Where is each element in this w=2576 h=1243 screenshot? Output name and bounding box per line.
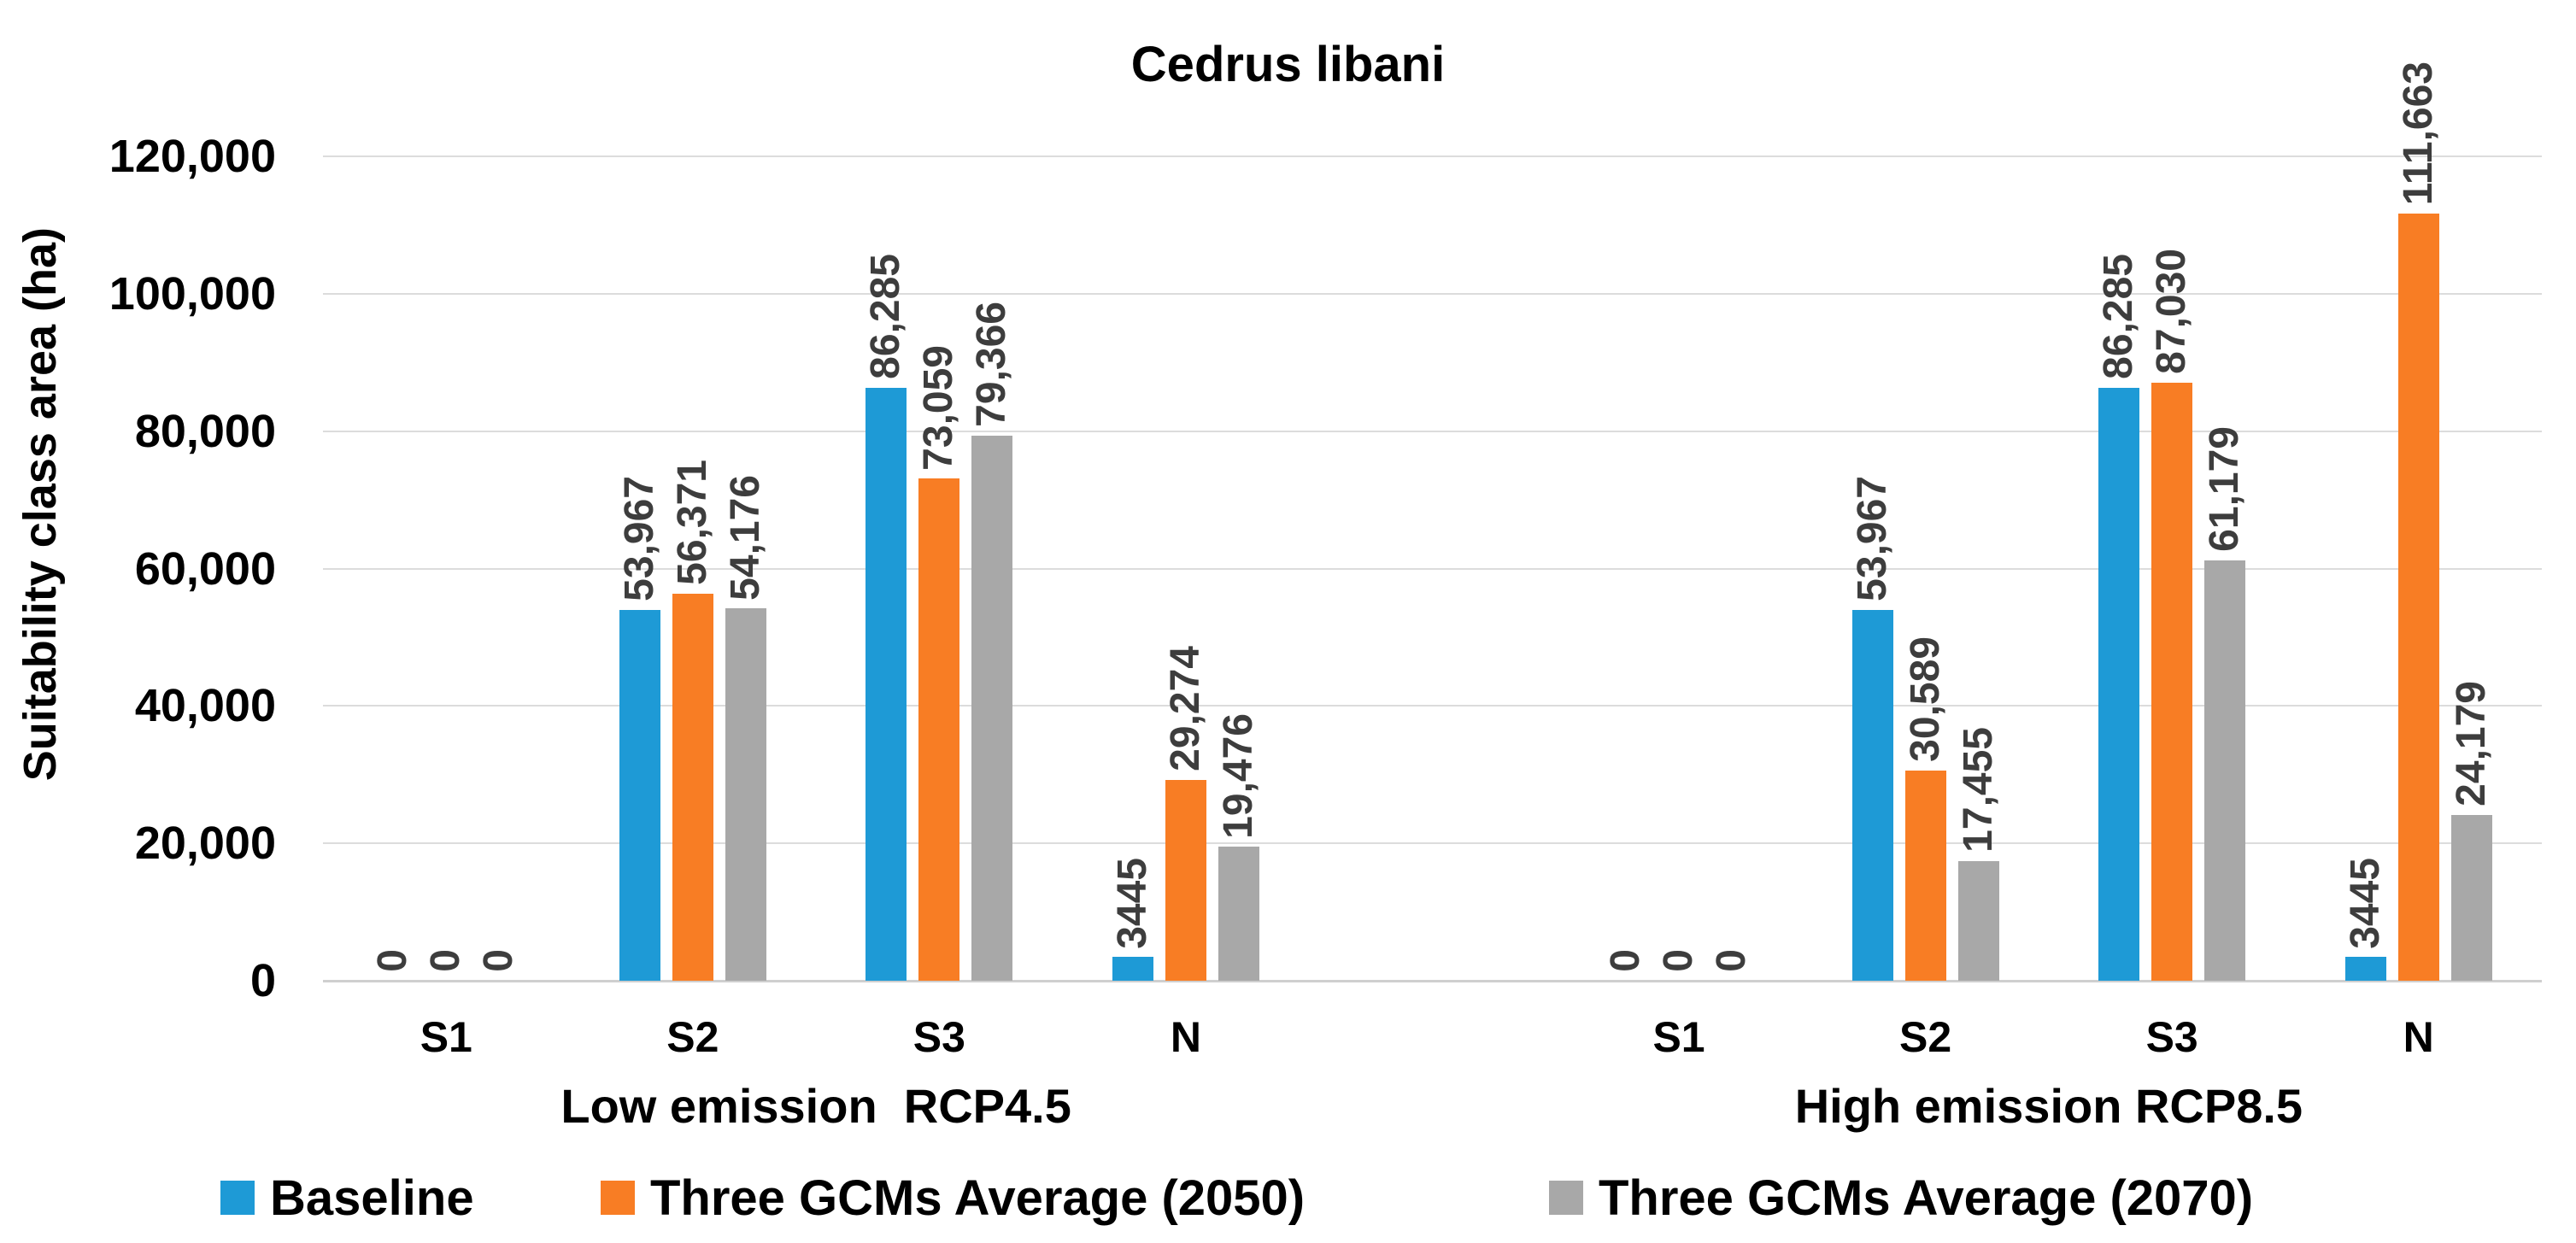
bar-three-gcms-average-2070--n: [2450, 814, 2492, 981]
category-label: S1: [1652, 1013, 1705, 1061]
bar-value-label: 56,371: [669, 459, 715, 585]
bar-value-label: 73,059: [916, 344, 962, 471]
bar-value-label: 19,476: [1215, 712, 1261, 839]
y-tick-label: 60,000: [134, 542, 276, 595]
bar-three-gcms-average-2050--n: [1165, 779, 1206, 981]
bar-value-label: 3445: [2342, 857, 2388, 949]
y-tick-label: 20,000: [134, 818, 276, 870]
gridline: [323, 430, 2542, 432]
bar-value-label: 53,967: [1849, 476, 1895, 602]
bar-three-gcms-average-2070--s3: [971, 435, 1013, 981]
bar-value-label: 0: [476, 949, 522, 972]
category-label: S1: [420, 1013, 472, 1061]
bar-three-gcms-average-2070--s3: [2204, 560, 2246, 981]
bar-value-label: 111,663: [2395, 61, 2441, 206]
category-label: N: [2403, 1013, 2434, 1061]
bar-baseline-n: [2344, 957, 2386, 981]
bar-value-label: 54,176: [722, 474, 768, 601]
bar-baseline-n: [1112, 957, 1153, 981]
bar-three-gcms-average-2050--n: [2397, 214, 2439, 981]
bar-value-label: 53,967: [616, 476, 662, 602]
bar-value-label: 61,179: [2202, 426, 2248, 553]
category-label: S2: [1899, 1013, 1952, 1061]
category-label: S2: [666, 1013, 719, 1061]
y-tick-label: 100,000: [109, 267, 276, 320]
legend-label: Three GCMs Average (2050): [650, 1170, 1306, 1226]
bar-value-label: 0: [1656, 949, 1702, 972]
category-label: S3: [912, 1013, 965, 1061]
bar-three-gcms-average-2050--s3: [918, 478, 960, 981]
bar-three-gcms-average-2050--s3: [2151, 383, 2193, 981]
y-tick-label: 120,000: [109, 131, 276, 182]
bar-value-label: 17,455: [1955, 726, 2001, 853]
group-label: Low emission RCP4.5: [560, 1079, 1071, 1133]
bar-baseline-s2: [619, 610, 660, 981]
gridline: [323, 567, 2542, 570]
bar-value-label: 0: [423, 949, 469, 972]
bar-value-label: 86,285: [863, 254, 909, 380]
bar-three-gcms-average-2070--s2: [1957, 860, 1999, 981]
category-label: N: [1170, 1013, 1201, 1061]
legend-item: Three GCMs Average (2070): [1549, 1164, 2253, 1232]
gridline: [323, 842, 2542, 845]
bar-value-label: 3445: [1109, 857, 1155, 949]
legend-swatch-orange: [601, 1181, 635, 1215]
bar-value-label: 79,366: [969, 301, 1015, 427]
gridline: [323, 292, 2542, 295]
bar-baseline-s3: [866, 388, 907, 981]
bar-baseline-s2: [1851, 610, 1893, 981]
gridline: [323, 980, 2542, 982]
group-label: High emission RCP8.5: [1794, 1079, 2303, 1133]
bar-value-label: 24,179: [2448, 680, 2494, 806]
legend-item: Three GCMs Average (2050): [601, 1164, 1305, 1232]
legend-label: Three GCMs Average (2070): [1599, 1170, 2254, 1226]
bar-three-gcms-average-2050--s2: [1904, 771, 1946, 981]
bar-value-label: 0: [1709, 949, 1755, 972]
bar-value-label: 30,589: [1902, 636, 1948, 763]
bar-baseline-s3: [2098, 388, 2140, 981]
category-label: S3: [2145, 1013, 2198, 1061]
bar-three-gcms-average-2070--n: [1218, 847, 1259, 981]
bar-three-gcms-average-2050--s2: [672, 593, 713, 981]
bar-value-label: 87,030: [2149, 249, 2195, 375]
bar-three-gcms-average-2070--s2: [725, 608, 766, 981]
chart-title: Cedrus libani: [1130, 37, 1446, 92]
y-tick-label: 0: [249, 955, 276, 1006]
bar-value-label: 86,285: [2096, 254, 2142, 380]
gridline: [323, 155, 2542, 157]
legend-label: Baseline: [270, 1170, 474, 1226]
legend-swatch-gray: [1549, 1181, 1583, 1215]
bar-value-label: 0: [370, 949, 416, 972]
gridline: [323, 705, 2542, 707]
legend: Baseline Three GCMs Average (2050) Three G…: [0, 1164, 2576, 1232]
bar-value-label: 29,274: [1162, 645, 1208, 771]
legend-item: Baseline: [220, 1164, 474, 1232]
y-tick-label: 40,000: [134, 680, 276, 732]
bar-value-label: 0: [1603, 949, 1649, 972]
y-tick-label: 80,000: [134, 405, 276, 457]
legend-swatch-blue: [220, 1181, 255, 1215]
